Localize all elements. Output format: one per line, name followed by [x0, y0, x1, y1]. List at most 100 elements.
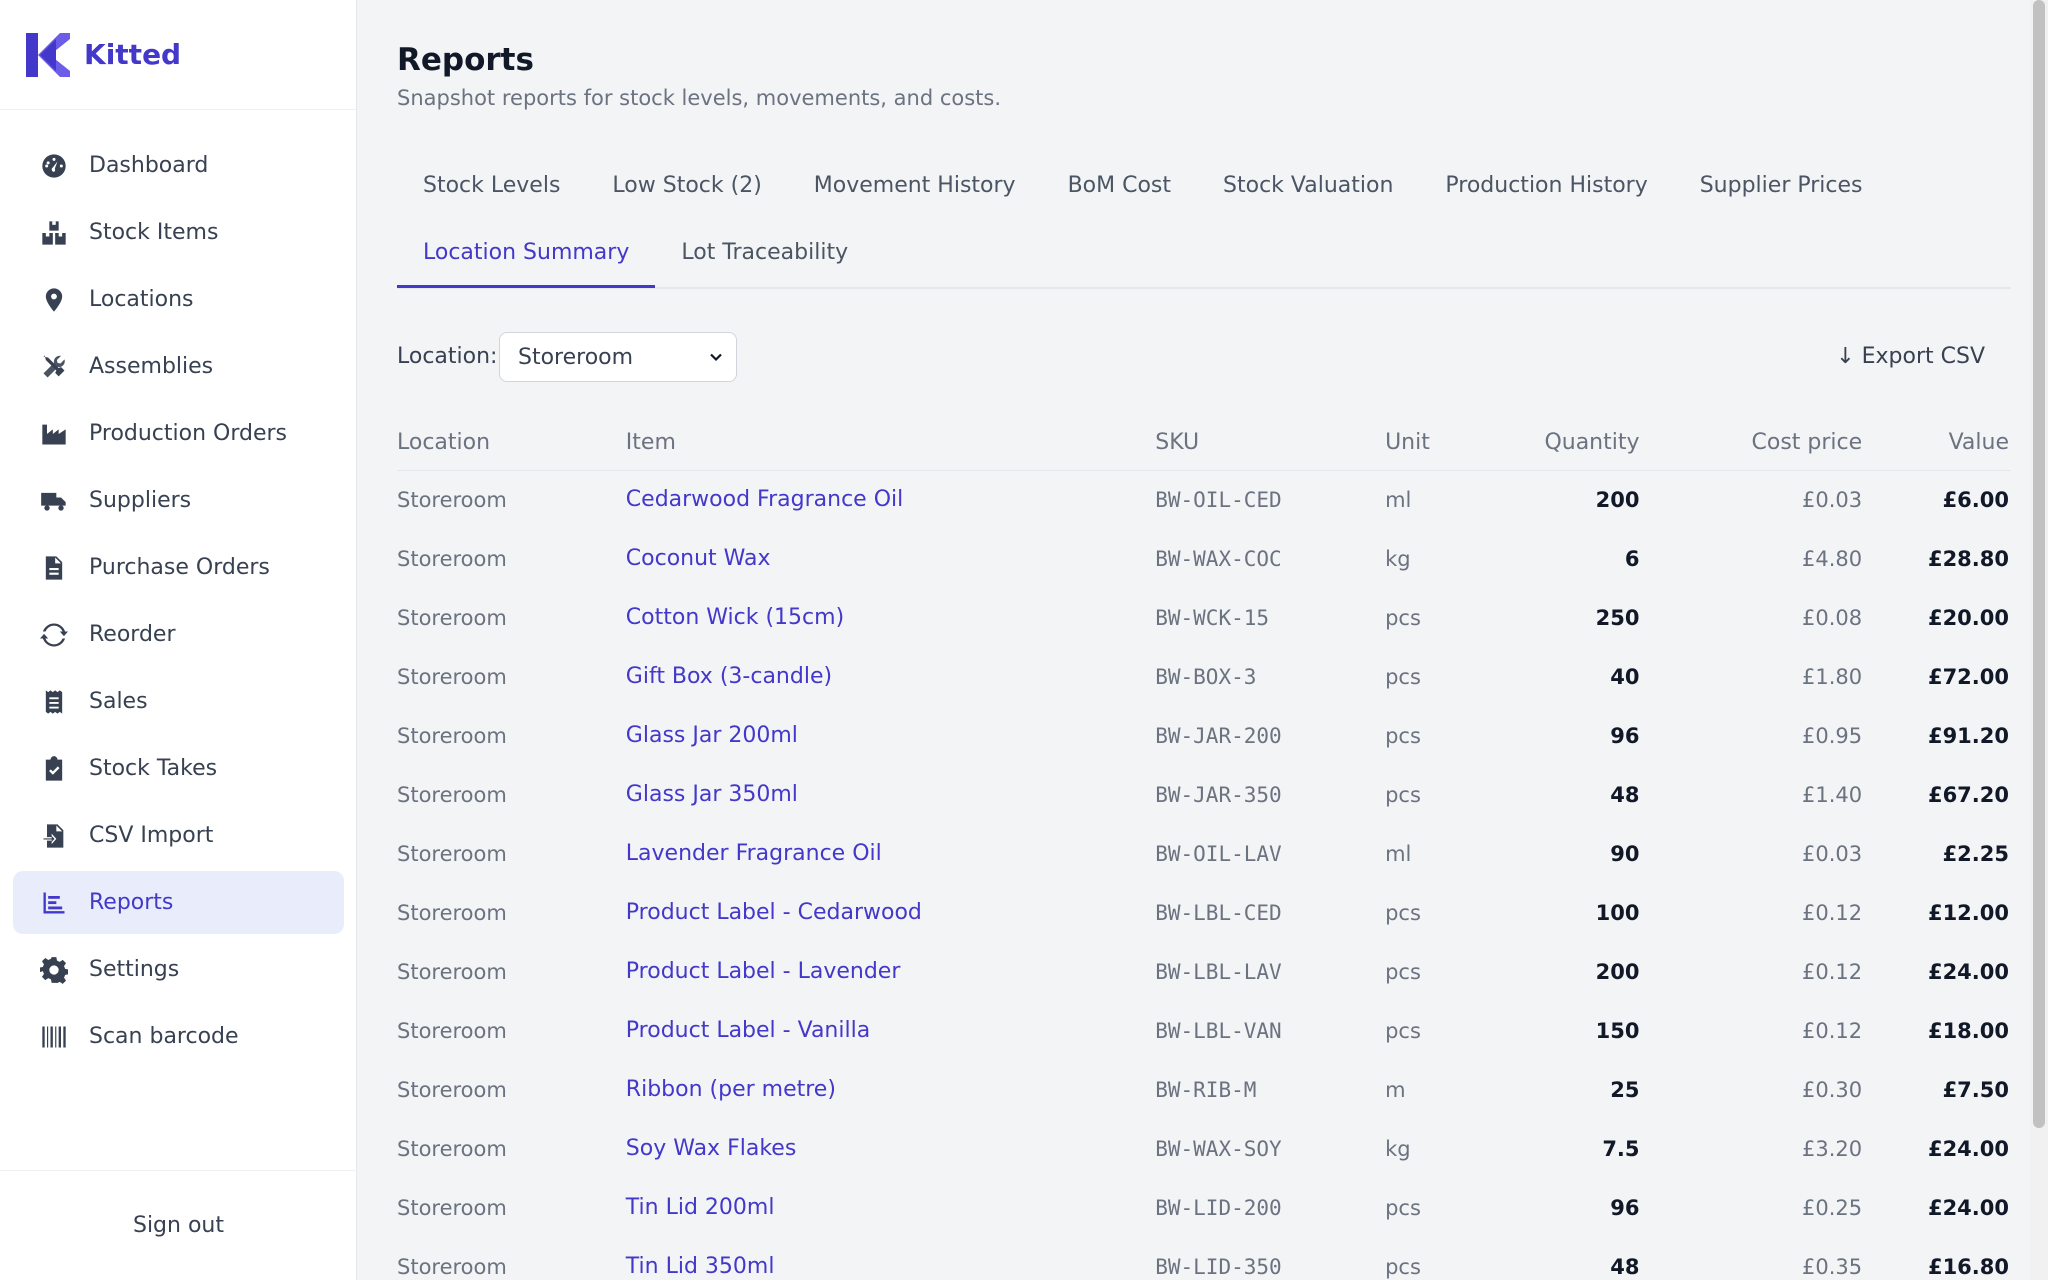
table-row: Storeroom Cotton Wick (15cm) BW-WCK-15 pcs 2…	[397, 588, 2011, 647]
cell-quantity: 150	[1595, 1018, 1640, 1043]
tab-movement-history[interactable]: Movement History	[813, 173, 1016, 198]
tab-stock-valuation[interactable]: Stock Valuation	[1223, 173, 1394, 198]
cell-unit: ml	[1385, 487, 1412, 512]
tab-bom-cost[interactable]: BoM Cost	[1067, 173, 1172, 198]
cell-location: Storeroom	[397, 782, 507, 807]
location-select[interactable]: Storeroom	[499, 332, 737, 382]
cell-location: Storeroom	[397, 1018, 507, 1043]
sidebar-item-production-orders[interactable]: Production Orders	[13, 402, 344, 465]
app-name: Kitted	[84, 38, 182, 71]
item-link[interactable]: Cedarwood Fragrance Oil	[625, 487, 904, 513]
sidebar-item-settings[interactable]: Settings	[13, 938, 344, 1001]
sidebar-item-stock-takes[interactable]: Stock Takes	[13, 737, 344, 800]
cell-cost-price: £0.12	[1802, 1018, 1863, 1043]
item-link[interactable]: Glass Jar 200ml	[625, 723, 798, 748]
sidebar-item-reports[interactable]: Reports	[13, 871, 344, 934]
cell-unit: ml	[1385, 841, 1412, 866]
cell-value: £18.00	[1927, 1018, 2009, 1043]
sidebar-item-locations[interactable]: Locations	[13, 268, 344, 331]
column-header-item[interactable]: Item	[625, 416, 1156, 471]
sidebar-item-dashboard[interactable]: Dashboard	[13, 134, 344, 197]
item-link[interactable]: Product Label - Vanilla	[625, 1018, 871, 1043]
cell-quantity: 200	[1595, 487, 1640, 512]
cell-value: £6.00	[1942, 487, 2009, 512]
page-title: Reports	[397, 42, 534, 78]
sidebar-item-sales[interactable]: Sales	[13, 670, 344, 733]
cell-unit: pcs	[1385, 1254, 1421, 1279]
cell-sku: BW-RIB-M	[1155, 1077, 1257, 1102]
sidebar-item-assemblies[interactable]: Assemblies	[13, 335, 344, 398]
tab-location-summary[interactable]: Location Summary	[397, 219, 656, 288]
receipt-icon	[39, 687, 69, 717]
cell-item: Lavender Fragrance Oil	[626, 824, 1155, 883]
item-link[interactable]: Gift Box (3-candle)	[625, 664, 833, 689]
sidebar-item-label: Reorder	[89, 622, 176, 647]
item-link[interactable]: Tin Lid 200ml	[625, 1195, 775, 1220]
sidebar-item-purchase-orders[interactable]: Purchase Orders	[13, 536, 344, 599]
export-csv-button[interactable]: ↓ Export CSV	[1836, 344, 1985, 369]
cell-quantity: 96	[1610, 723, 1640, 748]
item-link[interactable]: Ribbon (per metre)	[625, 1077, 836, 1102]
cell-sku: BW-WAX-SOY	[1155, 1136, 1282, 1161]
item-link[interactable]: Coconut Wax	[625, 546, 771, 571]
column-header-unit[interactable]: Unit	[1385, 416, 1498, 471]
sidebar-item-label: Locations	[89, 287, 194, 312]
item-link[interactable]: Product Label - Cedarwood	[625, 900, 922, 925]
cell-sku: BW-LBL-CED	[1155, 900, 1282, 925]
cell-location: Storeroom	[397, 487, 507, 512]
table-row: Storeroom Gift Box (3-candle) BW-BOX-3 pcs 4…	[397, 647, 2011, 706]
table-row: Storeroom Tin Lid 350ml BW-LID-350 pcs 48 £0.…	[397, 1237, 2011, 1280]
cell-unit: kg	[1385, 1136, 1411, 1161]
cell-sku: BW-JAR-200	[1155, 723, 1282, 748]
cell-quantity: 250	[1595, 605, 1640, 630]
column-header-cost-price[interactable]: Cost price	[1639, 416, 1863, 471]
cell-unit: pcs	[1385, 723, 1421, 748]
cell-sku: BW-LBL-VAN	[1155, 1018, 1282, 1043]
sign-out-button[interactable]: Sign out	[132, 1213, 224, 1238]
column-header-quantity[interactable]: Quantity	[1497, 416, 1640, 471]
item-link[interactable]: Lavender Fragrance Oil	[625, 841, 882, 866]
boxes-icon	[39, 218, 69, 248]
tab-stock-levels[interactable]: Stock Levels	[423, 173, 561, 198]
sidebar-item-label: Stock Takes	[89, 756, 218, 781]
cell-quantity: 7.5	[1602, 1136, 1640, 1161]
item-link[interactable]: Product Label - Lavender	[625, 959, 901, 984]
sidebar-item-reorder[interactable]: Reorder	[13, 603, 344, 666]
column-header-sku[interactable]: SKU	[1155, 416, 1386, 471]
item-link[interactable]: Cotton Wick (15cm)	[625, 605, 845, 630]
tab-lot-traceability[interactable]: Lot Traceability	[681, 240, 849, 265]
cell-unit: pcs	[1385, 900, 1421, 925]
tab-supplier-prices[interactable]: Supplier Prices	[1699, 173, 1863, 198]
tab-production-history[interactable]: Production History	[1445, 173, 1648, 198]
table-row: Storeroom Glass Jar 350ml BW-JAR-350 pcs 48 £…	[397, 765, 2011, 824]
item-link[interactable]: Glass Jar 350ml	[625, 782, 798, 807]
tab-low-stock[interactable]: Low Stock (2)	[612, 173, 762, 198]
brand[interactable]: Kitted	[0, 0, 356, 110]
sidebar-item-label: Settings	[89, 957, 180, 982]
main-content: Reports Snapshot reports for stock level…	[397, 0, 2011, 1280]
sidebar-item-scan-barcode[interactable]: Scan barcode	[13, 1005, 344, 1068]
cell-quantity: 90	[1610, 841, 1640, 866]
cell-sku: BW-OIL-LAV	[1155, 841, 1282, 866]
sidebar-item-label: Assemblies	[89, 354, 214, 379]
cell-value: £28.80	[1927, 546, 2009, 571]
column-header-location[interactable]: Location	[397, 416, 626, 471]
filter-row: Location: Storeroom ↓ Export CSV	[397, 332, 2011, 382]
bar-chart-icon	[39, 888, 69, 918]
cell-unit: pcs	[1385, 1195, 1421, 1220]
sidebar-item-suppliers[interactable]: Suppliers	[13, 469, 344, 532]
location-select-value: Storeroom	[518, 344, 634, 370]
scrollbar-track[interactable]	[2030, 0, 2048, 1280]
item-link[interactable]: Soy Wax Flakes	[625, 1136, 797, 1161]
sidebar-item-label: Stock Items	[89, 220, 219, 245]
scrollbar-thumb[interactable]	[2033, 0, 2045, 1128]
document-icon	[39, 553, 69, 583]
cell-sku: BW-JAR-350	[1155, 782, 1282, 807]
column-header-value[interactable]: Value	[1862, 416, 2011, 471]
refresh-icon	[39, 620, 69, 650]
sidebar-item-stock-items[interactable]: Stock Items	[13, 201, 344, 264]
cell-unit: pcs	[1385, 959, 1421, 984]
table-header-row: Location Item SKU Unit Quantity Cost pri…	[397, 416, 2011, 471]
sidebar-item-csv-import[interactable]: CSV Import	[13, 804, 344, 867]
item-link[interactable]: Tin Lid 350ml	[625, 1254, 775, 1279]
